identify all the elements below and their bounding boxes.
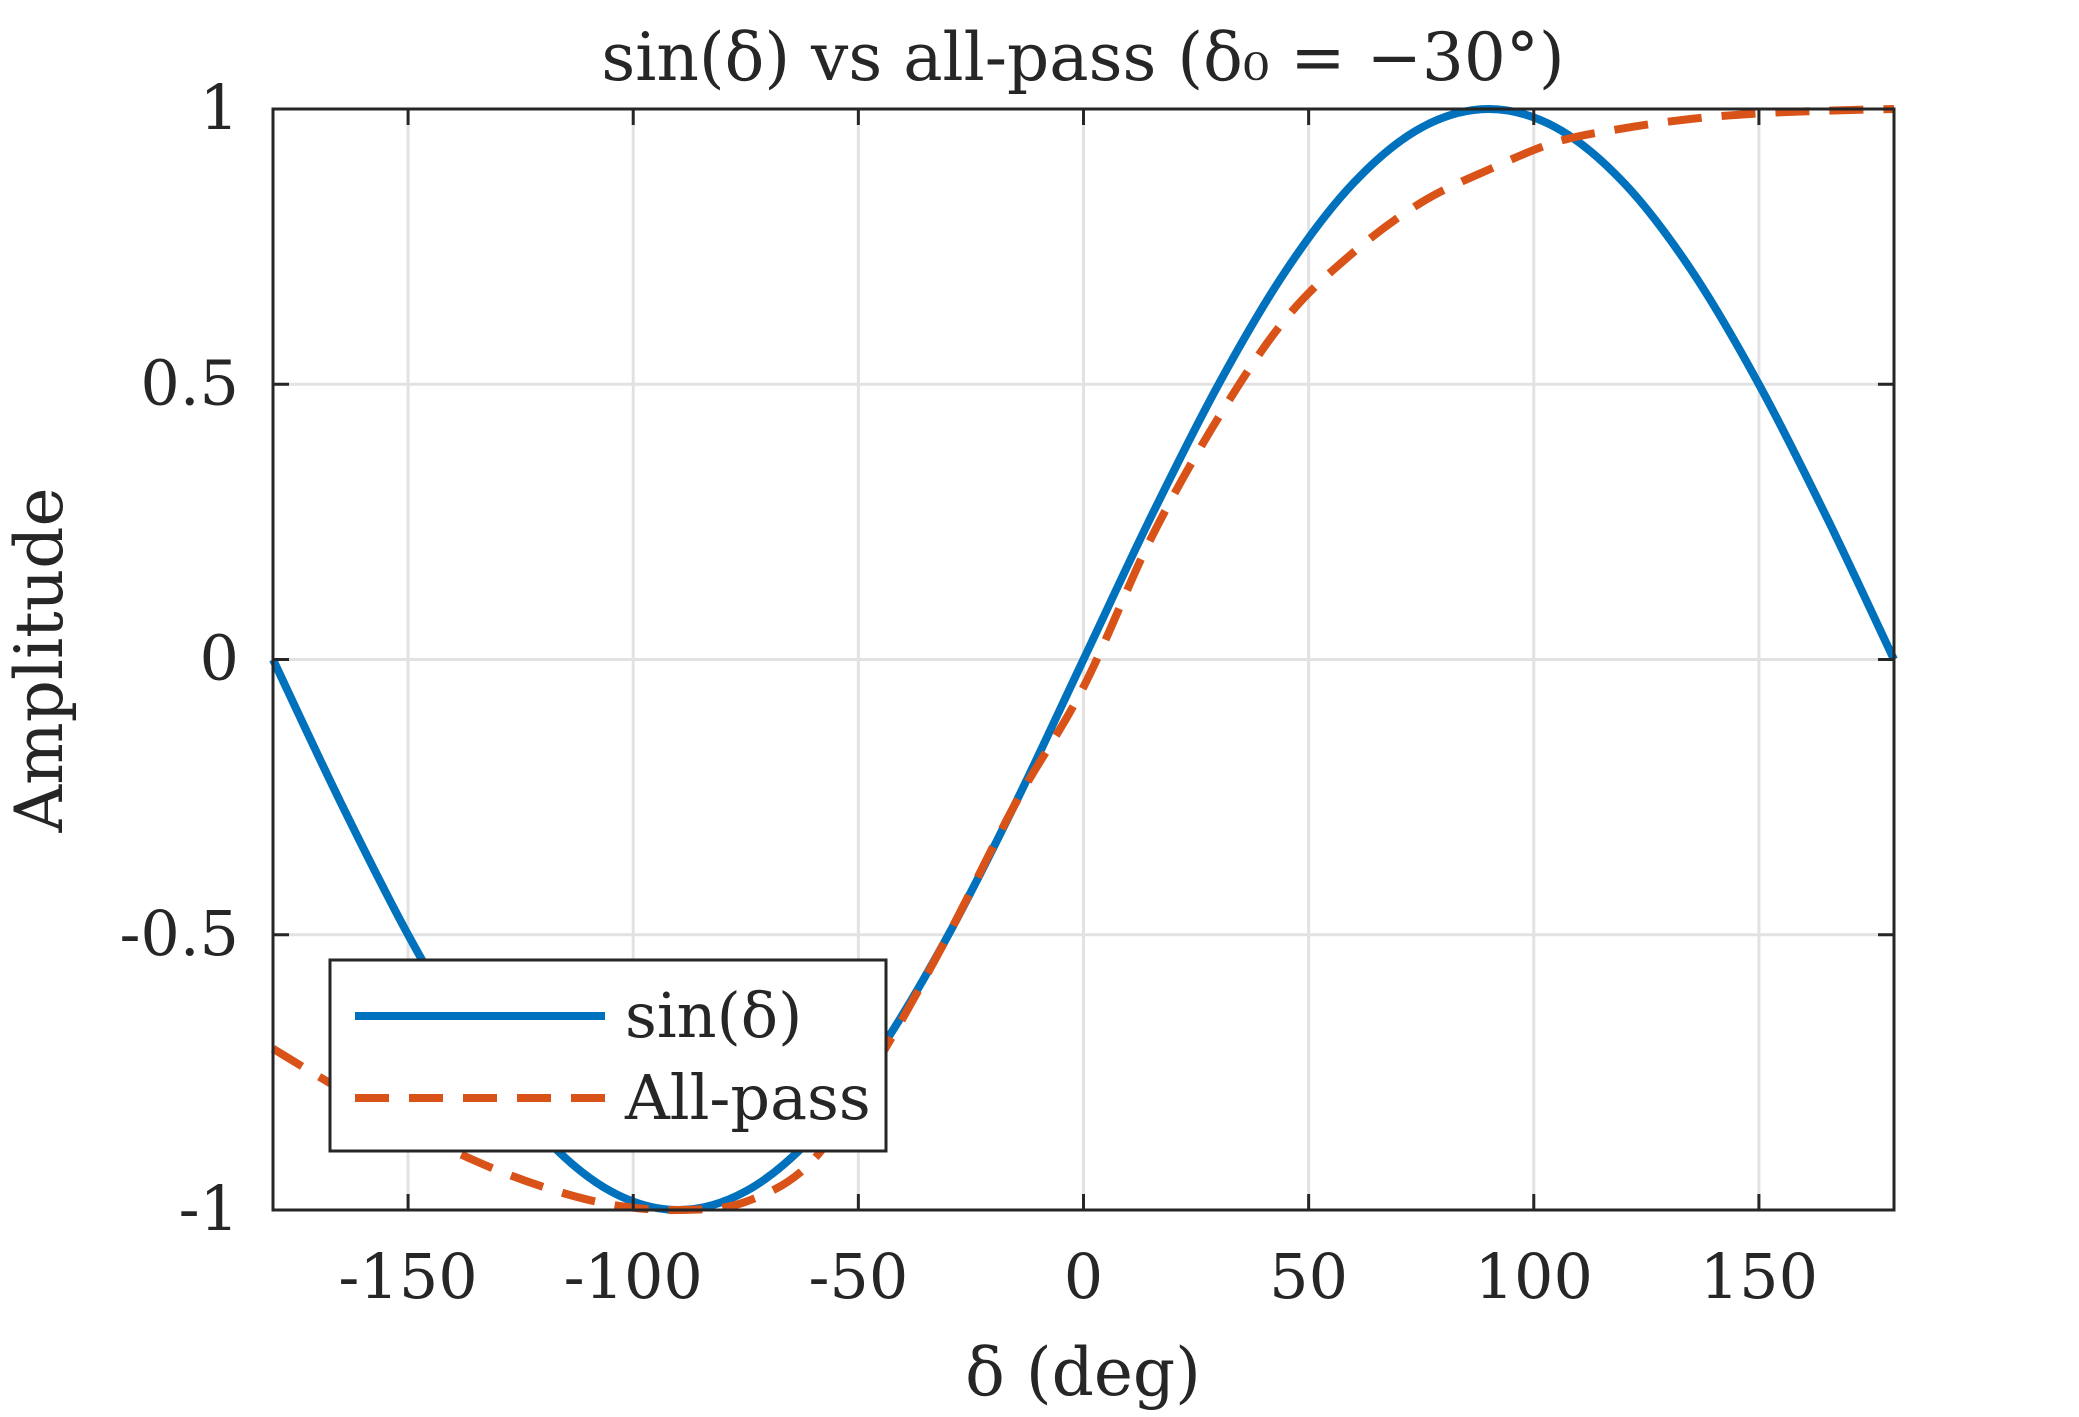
y-tick-label: -0.5 (119, 897, 239, 970)
x-tick-label: 0 (1064, 1240, 1103, 1313)
legend-label-all-pass: All-pass (624, 1061, 871, 1134)
x-tick-label: 100 (1475, 1240, 1593, 1313)
series-all-pass-line (270, 105, 1895, 1215)
legend-label-sin: sin(δ) (625, 979, 802, 1052)
x-tick-label: -100 (564, 1240, 703, 1313)
tick-labels: -150 -100 -50 0 50 100 150 -1 -0.5 0 0.5 1 (119, 71, 1818, 1313)
x-tick-label: -150 (338, 1240, 477, 1313)
y-tick-label: -1 (179, 1172, 239, 1245)
ticks (273, 107, 1894, 1212)
x-tick-label: -50 (808, 1240, 908, 1313)
legend: sin(δ) All-pass (328, 958, 888, 1153)
chart-title: sin(δ) vs all-pass (δ₀ = −30°) (601, 19, 1564, 96)
x-tick-label: 50 (1269, 1240, 1348, 1313)
x-axis-title: δ (deg) (965, 1334, 1201, 1411)
y-tick-label: 0.5 (140, 346, 239, 419)
y-tick-label: 1 (200, 71, 239, 144)
legend-box (328, 958, 888, 1153)
y-tick-label: 0 (200, 622, 239, 695)
y-axis-title: Amplitude (1, 487, 78, 833)
x-tick-label: 150 (1700, 1240, 1818, 1313)
